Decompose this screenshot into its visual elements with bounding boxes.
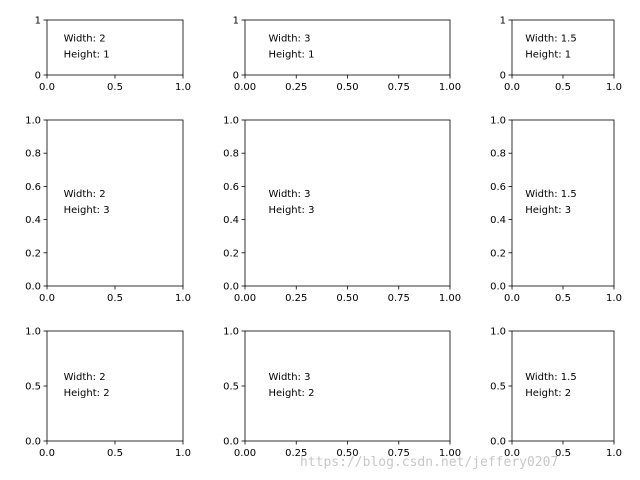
subplot-annotation-line: Height: 3 — [64, 205, 110, 216]
x-tick-label: 0.5 — [107, 448, 123, 459]
x-tick-label: 0.00 — [234, 82, 256, 93]
y-tick-label: 0.0 — [490, 282, 506, 293]
y-tick-label: 0.2 — [223, 248, 239, 259]
subplot-annotation-line: Width: 2 — [64, 189, 106, 200]
x-tick-label: 0.75 — [388, 448, 410, 459]
x-tick-label: 0.0 — [39, 82, 55, 93]
subplot-r0-c2: 0.0 0.5 1.0 0 1 Width: 1.5 Height: 1 — [500, 16, 622, 94]
y-tick-label: 0.5 — [25, 382, 41, 393]
y-tick-label: 0.0 — [223, 282, 239, 293]
y-tick-label: 0.6 — [223, 182, 239, 193]
subplot-annotation-line: Width: 3 — [269, 189, 311, 200]
x-tick-label: 0.25 — [285, 82, 307, 93]
subplot-annotation-line: Height: 2 — [64, 388, 110, 399]
x-tick-label: 1.00 — [439, 448, 461, 459]
y-tick-label: 0.6 — [25, 182, 41, 193]
subplot-annotation-line: Width: 2 — [64, 34, 106, 45]
subplot-r1-c0: 0.0 0.5 1.0 0.0 0.2 0.4 0.6 0.8 1.0 Width: 2 Heigh… — [25, 116, 191, 305]
y-tick-label: 0.0 — [25, 282, 41, 293]
subplot-r1-c2: 0.0 0.5 1.0 0.0 0.2 0.4 0.6 0.8 1.0 Width: 1.5 Hei… — [490, 116, 622, 305]
x-tick-label: 0.5 — [555, 448, 571, 459]
subplot-annotation-line: Height: 1 — [269, 50, 315, 61]
y-tick-label: 1.0 — [490, 327, 506, 338]
subplot-r1-c1: 0.00 0.25 0.50 0.75 1.00 0.0 0.2 0.4 0.6 0.8 1.0 Wi… — [223, 116, 461, 305]
x-tick-label: 0.0 — [39, 448, 55, 459]
y-tick-label: 0.0 — [223, 437, 239, 448]
subplot-annotation-line: Height: 3 — [525, 205, 571, 216]
y-tick-label: 0 — [35, 71, 41, 82]
x-tick-label: 0.5 — [107, 82, 123, 93]
subplot-annotation-line: Width: 3 — [269, 372, 311, 383]
y-tick-label: 0.8 — [223, 149, 239, 160]
x-tick-label: 1.00 — [439, 82, 461, 93]
subplot-annotation-line: Height: 2 — [525, 388, 571, 399]
x-tick-label: 0.75 — [388, 82, 410, 93]
x-tick-label: 0.0 — [504, 448, 520, 459]
x-tick-label: 0.50 — [336, 448, 358, 459]
subplot-annotation-line: Width: 1.5 — [525, 34, 577, 45]
x-tick-label: 1.0 — [175, 293, 191, 304]
y-tick-label: 1.0 — [25, 327, 41, 338]
y-tick-label: 0.8 — [490, 149, 506, 160]
subplot-r0-c0: 0.0 0.5 1.0 0 1 Width: 2 Height: 1 — [35, 16, 191, 94]
x-tick-label: 1.0 — [175, 82, 191, 93]
x-tick-label: 0.00 — [234, 448, 256, 459]
y-tick-label: 0.0 — [490, 437, 506, 448]
subplot-annotation-line: Height: 1 — [525, 50, 571, 61]
subplot-r2-c0: 0.0 0.5 1.0 0.0 0.5 1.0 Width: 2 Height: 2 — [25, 327, 191, 460]
y-tick-label: 0.4 — [25, 215, 41, 226]
y-tick-label: 1.0 — [223, 116, 239, 127]
subplot-r2-c1: 0.00 0.25 0.50 0.75 1.00 0.0 0.5 1.0 Width: 3 Hei… — [223, 327, 461, 460]
x-tick-label: 1.0 — [606, 82, 622, 93]
y-tick-label: 0.0 — [25, 437, 41, 448]
x-tick-label: 0.00 — [234, 293, 256, 304]
x-tick-label: 0.25 — [285, 293, 307, 304]
x-tick-label: 0.50 — [336, 293, 358, 304]
y-tick-label: 0.2 — [25, 248, 41, 259]
x-tick-label: 0.5 — [555, 82, 571, 93]
x-tick-label: 1.0 — [175, 448, 191, 459]
x-tick-label: 1.0 — [606, 293, 622, 304]
y-tick-label: 0.4 — [223, 215, 239, 226]
subplot-annotation-line: Width: 3 — [269, 34, 311, 45]
y-tick-label: 0.6 — [490, 182, 506, 193]
y-tick-label: 1.0 — [223, 327, 239, 338]
y-tick-label: 0.5 — [223, 382, 239, 393]
y-tick-label: 0.4 — [490, 215, 506, 226]
x-tick-label: 0.50 — [336, 82, 358, 93]
y-tick-label: 0.8 — [25, 149, 41, 160]
y-tick-label: 1 — [500, 16, 506, 27]
x-tick-label: 0.0 — [504, 293, 520, 304]
x-tick-label: 0.25 — [285, 448, 307, 459]
y-tick-label: 1 — [233, 16, 239, 27]
y-tick-label: 1 — [35, 16, 41, 27]
subplot-annotation-line: Height: 2 — [269, 388, 315, 399]
x-tick-label: 0.0 — [504, 82, 520, 93]
subplot-r0-c1: 0.00 0.25 0.50 0.75 1.00 0 1 Width: 3 Height: 1 — [233, 16, 462, 94]
y-tick-label: 0.5 — [490, 382, 506, 393]
x-tick-label: 0.0 — [39, 293, 55, 304]
y-tick-label: 1.0 — [490, 116, 506, 127]
watermark: https://blog.csdn.net/jeffery0207 — [300, 455, 558, 470]
y-tick-label: 0 — [500, 71, 506, 82]
x-tick-label: 0.75 — [388, 293, 410, 304]
subplot-annotation-line: Width: 2 — [64, 372, 106, 383]
subplot-annotation-line: Width: 1.5 — [525, 189, 577, 200]
x-tick-label: 1.0 — [606, 448, 622, 459]
x-tick-label: 0.5 — [107, 293, 123, 304]
y-tick-label: 1.0 — [25, 116, 41, 127]
subplot-r2-c2: 0.0 0.5 1.0 0.0 0.5 1.0 Width: 1.5 Height: 2 — [490, 327, 622, 460]
y-tick-label: 0.2 — [490, 248, 506, 259]
x-tick-label: 0.5 — [555, 293, 571, 304]
subplot-annotation-line: Height: 1 — [64, 50, 110, 61]
subplot-annotation-line: Height: 3 — [269, 205, 315, 216]
subplot-annotation-line: Width: 1.5 — [525, 372, 577, 383]
y-tick-label: 0 — [233, 71, 239, 82]
x-tick-label: 1.00 — [439, 293, 461, 304]
